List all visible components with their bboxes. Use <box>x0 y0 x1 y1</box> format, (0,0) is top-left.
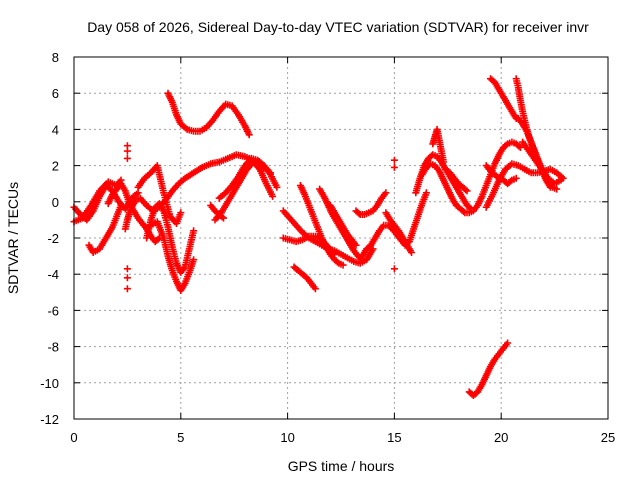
series-arc-p <box>326 201 360 249</box>
data-point <box>460 208 467 215</box>
series-arc-ad <box>519 138 565 188</box>
data-point <box>557 176 565 184</box>
data-point <box>190 227 198 235</box>
data-point <box>504 339 512 347</box>
data-point <box>154 235 162 243</box>
data-points <box>70 75 567 399</box>
data-point <box>553 185 561 193</box>
axis-ticks <box>73 56 609 420</box>
data-point <box>123 274 131 282</box>
series-arc-w <box>429 125 447 166</box>
series-arc-ae <box>465 339 512 399</box>
y-tick-labels: -12 -10 -8 -6 -4 -2 0 2 4 6 8 <box>40 50 59 427</box>
series-arc-r <box>358 189 430 260</box>
series-arc-y <box>482 160 567 211</box>
data-point <box>123 285 131 293</box>
data-point <box>123 265 131 273</box>
y-tick-label: 4 <box>52 122 59 137</box>
y-tick-label: -10 <box>40 376 59 391</box>
x-tick-label: 15 <box>387 430 401 445</box>
x-tick-label: 5 <box>177 430 184 445</box>
y-tick-label: 6 <box>52 86 59 101</box>
data-point <box>269 192 277 200</box>
series-arc-f <box>147 218 198 294</box>
series-arc-aa <box>487 75 520 122</box>
y-axis-label: SDTVAR / TECUs <box>5 182 21 294</box>
data-point <box>333 258 341 266</box>
series-arc-c <box>85 201 125 256</box>
series-arc-s <box>352 189 390 218</box>
y-tick-label: -2 <box>47 231 59 246</box>
series-arc-z <box>482 162 520 188</box>
y-tick-label: 0 <box>52 195 59 210</box>
series-arc-k <box>207 201 227 222</box>
series-arc-t <box>382 209 415 256</box>
data-point <box>245 131 253 139</box>
data-point <box>494 173 502 181</box>
data-point <box>390 163 398 171</box>
data-point <box>355 209 363 217</box>
y-tick-label: 8 <box>52 50 59 65</box>
data-point <box>390 156 398 164</box>
series-arc-n <box>296 182 347 269</box>
data-point <box>155 234 163 242</box>
data-point <box>390 265 398 273</box>
data-point <box>463 187 471 195</box>
data-point <box>422 189 430 197</box>
data-point <box>117 201 125 209</box>
x-tick-label: 20 <box>494 430 508 445</box>
data-point <box>273 183 281 191</box>
x-tick-label: 25 <box>601 430 615 445</box>
data-point <box>123 154 131 162</box>
data-point <box>512 174 520 182</box>
series-arc-x <box>442 165 471 195</box>
data-point <box>311 285 319 293</box>
data-point <box>462 186 470 194</box>
y-tick-label: -12 <box>40 412 59 427</box>
series-arc-b <box>70 176 125 226</box>
data-point <box>123 142 131 150</box>
data-point <box>515 142 523 150</box>
series-arc-ah <box>390 156 398 273</box>
x-tick-label: 10 <box>280 430 294 445</box>
data-point <box>352 241 360 249</box>
series-arc-j <box>215 154 281 202</box>
data-point <box>218 213 226 221</box>
y-tick-label: -8 <box>47 340 59 355</box>
data-point <box>382 189 390 197</box>
data-point <box>339 261 347 269</box>
y-tick-label: -6 <box>47 303 59 318</box>
data-point <box>516 144 524 151</box>
y-tick-label: -4 <box>47 267 59 282</box>
series-arc-h <box>164 89 253 139</box>
y-tick-label: 2 <box>52 159 59 174</box>
series-arc-af <box>104 180 163 246</box>
data-point <box>220 214 227 222</box>
series-arc-v <box>418 138 524 217</box>
data-point <box>408 249 415 256</box>
data-point <box>190 256 198 264</box>
chart-title: Day 058 of 2026, Sidereal Day-to-day VTE… <box>87 19 589 35</box>
x-tick-label: 0 <box>70 430 77 445</box>
data-point <box>440 158 447 166</box>
data-point <box>177 209 185 217</box>
series-arc-q <box>290 263 319 293</box>
series-arc-ag <box>123 142 131 293</box>
x-tick-labels: 0 5 10 15 20 25 <box>70 430 615 445</box>
x-axis-label: GPS time / hours <box>288 458 395 474</box>
series-arc-e <box>134 162 185 227</box>
